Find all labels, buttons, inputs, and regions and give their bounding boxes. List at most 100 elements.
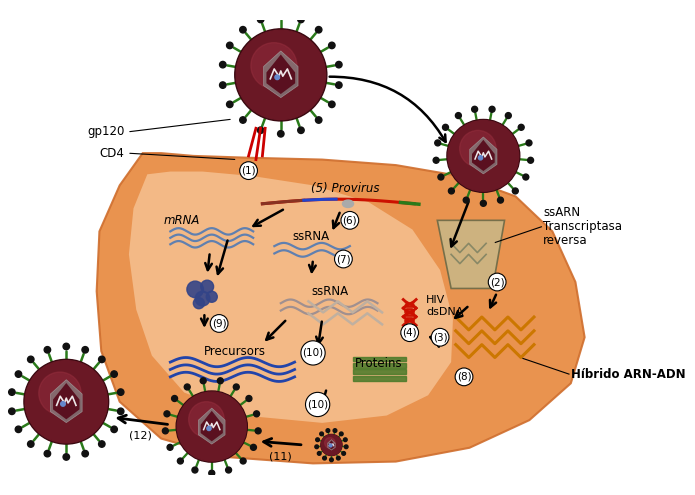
Circle shape xyxy=(257,127,264,134)
Circle shape xyxy=(321,435,342,455)
Circle shape xyxy=(206,291,218,302)
Circle shape xyxy=(60,401,65,406)
Circle shape xyxy=(235,29,327,121)
Circle shape xyxy=(336,456,340,460)
Circle shape xyxy=(220,82,226,88)
Text: Híbrido ARN-ADN: Híbrido ARN-ADN xyxy=(571,368,685,381)
Circle shape xyxy=(99,356,105,363)
Polygon shape xyxy=(199,408,225,444)
Circle shape xyxy=(82,346,88,353)
Circle shape xyxy=(184,384,190,390)
Circle shape xyxy=(236,30,325,119)
Text: CD4: CD4 xyxy=(99,147,124,159)
Circle shape xyxy=(329,458,334,462)
Circle shape xyxy=(326,429,329,433)
Circle shape xyxy=(443,124,448,130)
Polygon shape xyxy=(129,172,453,423)
Text: (10): (10) xyxy=(307,399,328,409)
Circle shape xyxy=(218,378,223,384)
Polygon shape xyxy=(97,153,584,463)
Ellipse shape xyxy=(343,200,354,207)
Circle shape xyxy=(99,441,105,447)
Text: HIV: HIV xyxy=(426,296,445,305)
Circle shape xyxy=(322,456,327,460)
Text: gp120: gp120 xyxy=(87,125,124,139)
Text: (11): (11) xyxy=(270,452,292,462)
Polygon shape xyxy=(470,137,497,174)
Circle shape xyxy=(111,371,117,377)
Polygon shape xyxy=(53,383,79,419)
Circle shape xyxy=(250,445,256,450)
Polygon shape xyxy=(327,440,336,450)
Text: (9): (9) xyxy=(212,318,227,329)
Text: ssRNA: ssRNA xyxy=(311,285,348,297)
Circle shape xyxy=(277,131,284,137)
Circle shape xyxy=(318,451,321,455)
Circle shape xyxy=(251,43,297,89)
Circle shape xyxy=(480,200,486,206)
Circle shape xyxy=(227,101,233,107)
Circle shape xyxy=(25,361,107,443)
Text: (5) Provirus: (5) Provirus xyxy=(311,182,379,195)
Circle shape xyxy=(207,426,211,431)
Circle shape xyxy=(257,16,264,23)
Circle shape xyxy=(526,140,532,146)
Circle shape xyxy=(512,188,518,194)
Circle shape xyxy=(24,359,108,444)
Circle shape xyxy=(44,450,51,457)
Text: (4): (4) xyxy=(402,328,417,338)
Circle shape xyxy=(176,391,247,462)
Bar xyxy=(352,376,406,381)
Circle shape xyxy=(478,155,482,160)
Circle shape xyxy=(336,61,342,68)
Circle shape xyxy=(329,444,332,447)
Circle shape xyxy=(39,372,81,414)
Circle shape xyxy=(28,441,34,447)
Polygon shape xyxy=(266,54,295,94)
Circle shape xyxy=(227,42,233,49)
Text: Transcriptasa: Transcriptasa xyxy=(543,220,622,233)
Text: dsDNA: dsDNA xyxy=(426,307,464,317)
Text: (12): (12) xyxy=(129,431,152,441)
Circle shape xyxy=(498,197,503,203)
Bar xyxy=(352,369,406,374)
Circle shape xyxy=(325,438,335,448)
Circle shape xyxy=(336,82,342,88)
Circle shape xyxy=(321,435,342,455)
Circle shape xyxy=(342,451,345,455)
Circle shape xyxy=(505,112,512,118)
Circle shape xyxy=(297,16,304,23)
Circle shape xyxy=(8,389,15,396)
Circle shape xyxy=(163,428,168,434)
Circle shape xyxy=(220,61,226,68)
Circle shape xyxy=(117,389,124,396)
Circle shape xyxy=(63,454,70,460)
Text: (8): (8) xyxy=(457,372,471,382)
Circle shape xyxy=(275,75,279,80)
Circle shape xyxy=(320,432,323,436)
Circle shape xyxy=(187,281,204,297)
Polygon shape xyxy=(328,441,335,449)
Circle shape xyxy=(472,106,477,112)
Text: (2): (2) xyxy=(490,277,505,287)
Circle shape xyxy=(226,467,231,473)
Circle shape xyxy=(164,411,170,417)
Circle shape xyxy=(234,384,239,390)
Text: Precursors: Precursors xyxy=(204,345,265,357)
Circle shape xyxy=(297,127,304,134)
Circle shape xyxy=(8,408,15,414)
Bar xyxy=(352,356,406,361)
Circle shape xyxy=(448,121,518,191)
Circle shape xyxy=(172,396,177,401)
Circle shape xyxy=(63,343,70,349)
Circle shape xyxy=(44,346,51,353)
Circle shape xyxy=(167,445,173,450)
Polygon shape xyxy=(263,51,298,98)
Text: mRNA: mRNA xyxy=(163,214,199,227)
Text: ssRNA: ssRNA xyxy=(293,230,329,244)
Circle shape xyxy=(438,174,444,180)
Circle shape xyxy=(459,130,496,167)
Circle shape xyxy=(489,106,495,112)
Circle shape xyxy=(177,392,246,461)
Text: ssARN: ssARN xyxy=(543,206,580,219)
